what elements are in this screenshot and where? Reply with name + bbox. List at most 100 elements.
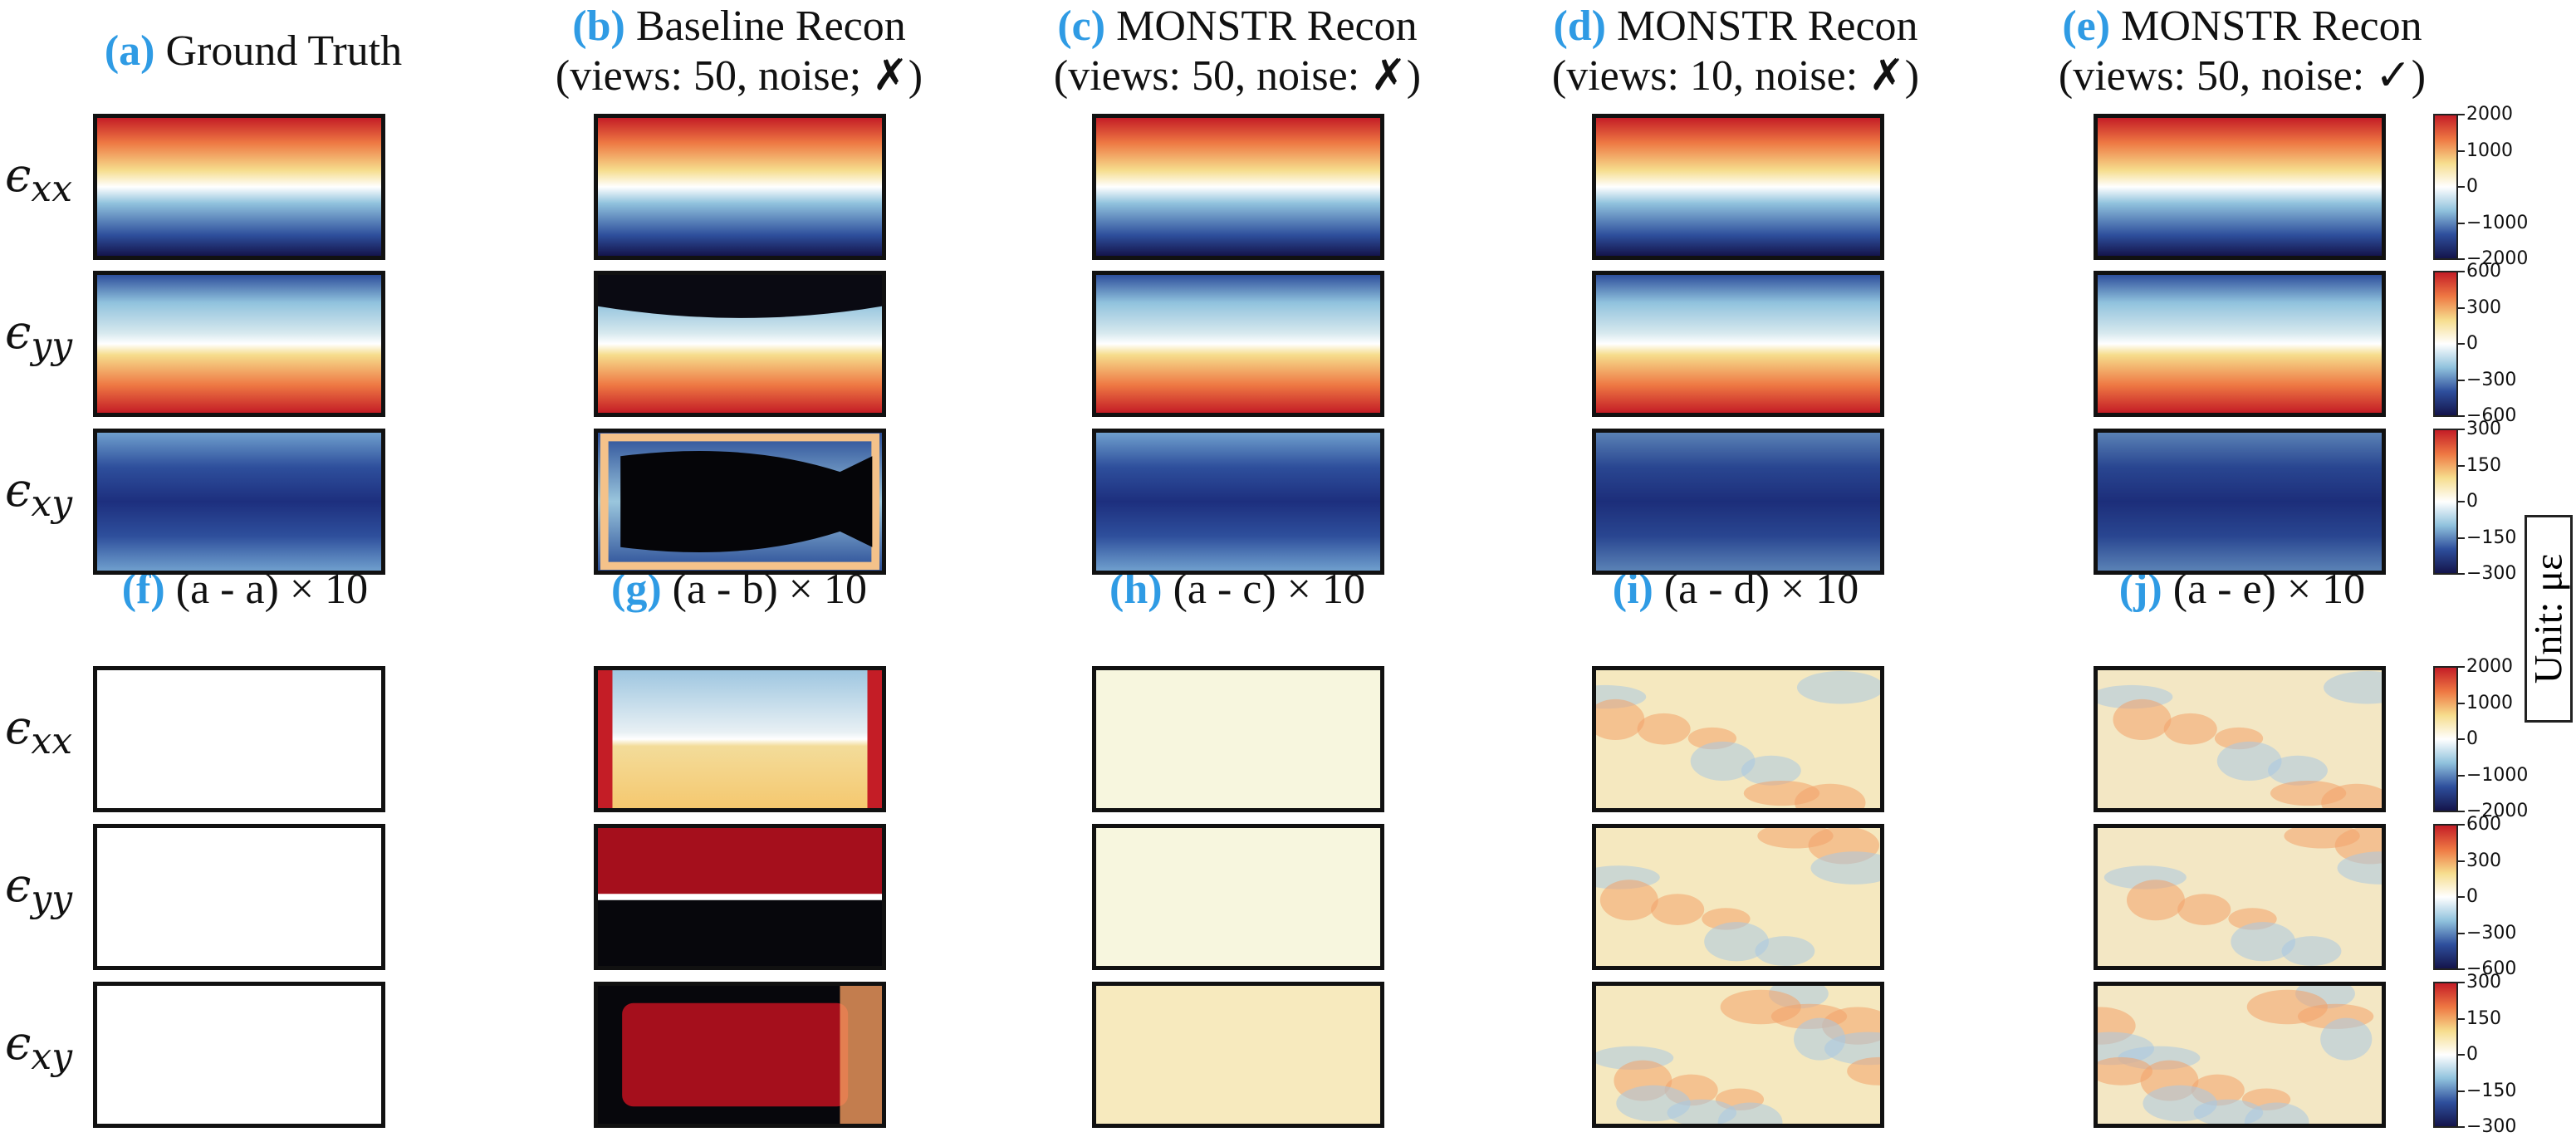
strain-field-panel [93,271,385,417]
colorbar [2433,666,2458,812]
strain-symbol: ϵ [5,701,32,755]
strain-field-panel [1592,429,1884,575]
strain-field-panel [2094,429,2386,575]
colorbar-tick-mark [2458,306,2465,309]
colorbar-tick-label: 2000 [2466,656,2513,677]
column-title: Ground Truth [165,27,403,75]
strain-field-panel [93,429,385,575]
strain-field-panel [1092,666,1384,812]
column-header-5: (e) MONSTR Recon (views: 50, noise: ✓) [1968,2,2516,101]
column-subtitle: (views: 50, noise; ✗) [555,52,923,100]
strain-field-panel [93,114,385,260]
colorbar-tick-mark [2458,343,2465,345]
colorbar-tick-label: 0 [2466,491,2478,512]
colorbar [2433,982,2458,1128]
strain-field-panel [1592,824,1884,970]
colorbar-tick-mark [2458,982,2465,983]
colorbar-tick-label: 300 [2466,419,2501,439]
colorbar-tick-mark [2458,1054,2465,1056]
strain-field-panel [2094,114,2386,260]
colorbar-tick-mark [2458,666,2465,668]
colorbar-tick-label: −1000 [2466,212,2529,233]
strain-field-panel [2094,271,2386,417]
colorbar-tick-label: 1000 [2466,692,2513,713]
colorbar-tick-mark [2458,811,2465,812]
colorbar-tick-mark [2458,537,2465,539]
colorbar [2433,271,2458,417]
colorbar-tick-label: 1000 [2466,140,2513,161]
colorbar-tick-label: 600 [2466,261,2501,282]
colorbar-tick-label: −2000 [2466,801,2529,821]
column-subtitle: (views: 10, noise: ✗) [1551,52,1920,100]
column-tag: (c) [1057,2,1106,50]
strain-row-label: ϵxx [5,149,72,210]
colorbar-tick-mark [2458,258,2465,260]
colorbar-tick-label: 0 [2466,1044,2478,1065]
colorbar [2433,824,2458,970]
column-tag: (d) [1553,2,1606,50]
colorbar-tick-mark [2458,896,2465,898]
unit-label-box: Unit: με [2525,515,2573,723]
colorbar-tick-label: 0 [2466,333,2478,354]
strain-field-panel [1592,114,1884,260]
colorbar-tick-label: −1000 [2466,764,2529,786]
strain-subscript: xy [31,483,73,526]
strain-field-panel [93,982,385,1128]
colorbar-tick-label: 0 [2466,176,2478,197]
column-header-4: (d) MONSTR Recon (views: 10, noise: ✗) [1462,2,2010,101]
colorbar-tick-label: −600 [2466,405,2517,426]
colorbar-tick-label: 600 [2466,814,2501,835]
colorbar-tick-label: −300 [2466,1116,2517,1137]
colorbar-tick-label: 0 [2466,728,2478,749]
colorbar-tick-mark [2458,932,2465,934]
colorbar-tick-mark [2458,222,2465,224]
colorbar-tick-mark [2458,702,2465,704]
column-title: MONSTR Recon [2121,2,2422,50]
colorbar-tick-mark [2458,464,2465,467]
strain-row-label: ϵyy [5,306,72,367]
strain-field-panel [1092,429,1384,575]
colorbar-tick-mark [2458,824,2465,826]
column-header-3: (c) MONSTR Recon (views: 50, noise: ✗) [963,2,1511,101]
strain-field-panel [2094,982,2386,1128]
strain-subscript: xx [31,720,73,763]
column-subtitle: (views: 50, noise: ✗) [1053,52,1422,100]
column-tag: (e) [2062,2,2111,50]
column-title: MONSTR Recon [1617,2,1918,50]
strain-symbol: ϵ [5,1017,32,1071]
colorbar-tick-mark [2458,415,2465,417]
colorbar-tick-mark [2458,573,2465,575]
strain-field-panel [1092,271,1384,417]
colorbar-tick-label: −150 [2466,527,2517,548]
strain-symbol: ϵ [5,463,32,517]
colorbar-tick-mark [2458,860,2465,862]
colorbar-tick-mark [2458,379,2465,381]
column-header-2: (b) Baseline Recon (views: 50, noise; ✗) [465,2,1013,101]
column-subtitle: (views: 50, noise: ✓) [2058,52,2427,100]
strain-symbol: ϵ [5,859,32,913]
colorbar-tick-label: 0 [2466,886,2478,907]
column-title: MONSTR Recon [1116,2,1418,50]
strain-subscript: yy [31,325,73,368]
column-tag: (a) [104,27,155,75]
colorbar-tick-label: 300 [2466,972,2501,992]
column-header-1: (a) Ground Truth [0,27,527,76]
strain-row-label: ϵxy [5,463,72,525]
colorbar-tick-mark [2458,114,2465,115]
colorbar-tick-mark [2458,1090,2465,1092]
strain-row-label: ϵxy [5,1017,72,1078]
strain-field-panel [1092,824,1384,970]
strain-field-panel [594,114,886,260]
strain-subscript: xx [31,168,73,211]
colorbar-tick-label: −600 [2466,958,2517,979]
colorbar-tick-mark [2458,774,2465,777]
colorbar-tick-label: 300 [2466,297,2501,318]
colorbar-tick-mark [2458,738,2465,740]
colorbar [2433,114,2458,260]
colorbar-tick-mark [2458,1126,2465,1128]
strain-field-panel [2094,666,2386,812]
colorbar-tick-label: 150 [2466,454,2501,476]
colorbar-tick-label: −150 [2466,1080,2517,1101]
strain-field-panel [594,429,886,575]
colorbar-tick-label: −300 [2466,563,2517,584]
